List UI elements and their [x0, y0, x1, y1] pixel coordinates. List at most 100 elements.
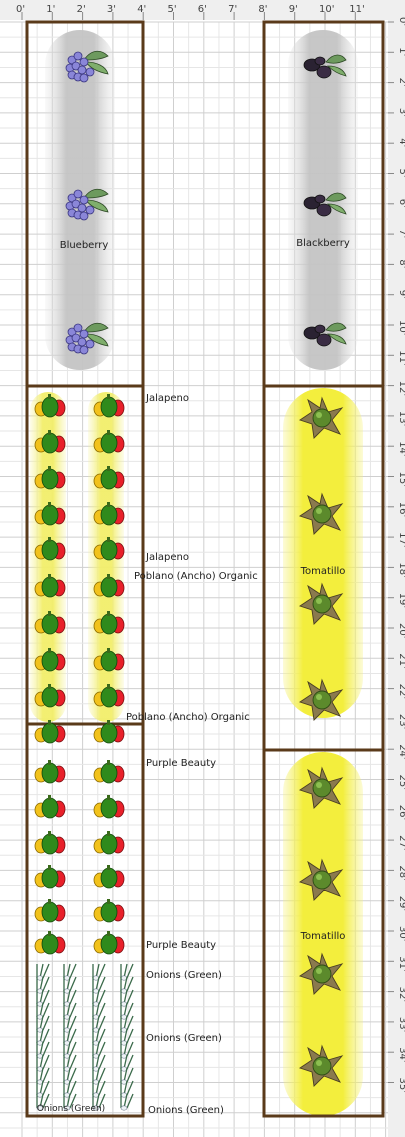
ruler-y-label: 30'	[397, 926, 405, 941]
tomatillo-label-upper: Tomatillo	[300, 566, 346, 577]
ruler-y-label: 28'	[397, 865, 405, 880]
ruler-right-bg	[388, 0, 405, 1137]
onions-label-2: Onions (Green)	[146, 1033, 222, 1044]
ruler-y-label: 24'	[397, 744, 405, 759]
ruler-y-label: 6'	[397, 199, 405, 208]
ruler-y-label: 26'	[397, 805, 405, 820]
onions-label-1: Onions (Green)	[146, 970, 222, 981]
tomatillo-shade-upper	[283, 388, 363, 718]
green-onion-icon	[92, 976, 106, 994]
pepper-icon	[34, 720, 66, 744]
purple-beauty-label-bottom: Purple Beauty	[146, 940, 216, 951]
ruler-top-bg	[0, 0, 405, 20]
pepper-icon	[93, 760, 125, 784]
green-onion-icon	[63, 1015, 77, 1033]
tomatillo-icon	[298, 582, 344, 625]
green-onion-icon	[120, 1067, 134, 1085]
green-onion-icon	[36, 1002, 50, 1020]
green-onion-icon	[120, 976, 134, 994]
ruler-y-label: 1'	[397, 47, 405, 56]
tomatillo-label-lower: Tomatillo	[300, 931, 346, 942]
pepper-icon	[34, 502, 66, 526]
pepper-icon	[93, 574, 125, 598]
pepper-icon	[34, 430, 66, 454]
ruler-y-label: 17'	[397, 532, 405, 547]
green-onion-icon	[63, 1093, 77, 1111]
ruler-x-label: 4'	[137, 4, 146, 15]
blackberry-icon	[303, 322, 347, 347]
blueberry-icon	[65, 322, 109, 355]
green-onion-icon	[92, 1093, 106, 1111]
green-onion-icon	[63, 1067, 77, 1085]
pepper-icon	[93, 899, 125, 923]
ruler-x-label: 3'	[107, 4, 116, 15]
ruler-y-label: 20'	[397, 623, 405, 638]
ruler-x-label: 8'	[258, 4, 267, 15]
green-onion-icon	[63, 989, 77, 1007]
ruler-y-label: 11'	[397, 350, 405, 365]
onions-overlay-label: Onions (Green)	[37, 1104, 105, 1114]
ruler-y-label: 5'	[397, 169, 405, 178]
pepper-icon	[93, 648, 125, 672]
pepper-icon	[93, 931, 125, 955]
pepper-icon	[34, 466, 66, 490]
blackberry-label: Blackberry	[296, 238, 350, 249]
ruler-x-label: 5'	[168, 4, 177, 15]
pepper-icon	[34, 611, 66, 635]
green-onion-icon	[92, 1015, 106, 1033]
pepper-icon	[93, 831, 125, 855]
tomatillo-icon	[298, 396, 344, 439]
ruler-y-label: 0'	[397, 17, 405, 26]
ruler-y-label: 10'	[397, 320, 405, 335]
pepper-icon	[93, 720, 125, 744]
tomatillo-shade-lower	[283, 752, 363, 1116]
blueberry-label: Blueberry	[60, 240, 109, 251]
green-onion-icon	[120, 1080, 134, 1098]
tomatillo-icon	[298, 952, 344, 995]
tomatillo-icon	[298, 678, 344, 721]
pepper-icon	[34, 831, 66, 855]
ruler-y-label: 14'	[397, 441, 405, 456]
pepper-icon	[34, 648, 66, 672]
pepper-icon	[93, 795, 125, 819]
purple-beauty-label-top: Purple Beauty	[146, 758, 216, 769]
green-onion-icon	[36, 1041, 50, 1059]
ruler-x-label: 9'	[289, 4, 298, 15]
ruler-y-label: 27'	[397, 835, 405, 850]
ruler-x-label: 7'	[228, 4, 237, 15]
green-onion-icon	[36, 1093, 50, 1111]
blackberry-icon	[303, 192, 347, 217]
ruler-x-label: 6'	[198, 4, 207, 15]
tomatillo-icon	[298, 492, 344, 535]
ruler-x-label: 10'	[319, 4, 334, 15]
ruler-y-label: 3'	[397, 108, 405, 117]
ruler-y-label: 4'	[397, 138, 405, 147]
green-onion-icon	[120, 989, 134, 1007]
green-onion-icon	[36, 1080, 50, 1098]
ruler-right: 0' 1' 2' 3' 4' 5' 6' 7' 8' 9' 10' 11' 12' 13' 14' 15' 16…	[388, 0, 405, 1137]
tomatillo-icon	[298, 1044, 344, 1087]
green-onion-icon	[120, 963, 134, 981]
green-onion-icon	[120, 1054, 134, 1072]
ruler-y-label: 32'	[397, 987, 405, 1002]
poblano-label-bottom: Poblano (Ancho) Organic	[126, 712, 250, 723]
ruler-y-label: 15'	[397, 472, 405, 487]
tomatillo-icon	[298, 766, 344, 809]
ruler-y-label: 31'	[397, 956, 405, 971]
green-onion-icon	[120, 1093, 134, 1111]
ruler-y-label: 13'	[397, 411, 405, 426]
plant-icons	[34, 50, 347, 1111]
pepper-icon	[93, 865, 125, 889]
pepper-icon	[34, 865, 66, 889]
blueberry-icon	[65, 50, 109, 83]
blueberry-icon	[65, 188, 109, 221]
jalapeno-label-bottom: Jalapeno	[145, 552, 189, 563]
bed-tomatillo-lower[interactable]	[262, 748, 385, 1118]
bed-peppers-onions[interactable]	[25, 722, 145, 1118]
ruler-x-label: 2'	[77, 4, 86, 15]
pepper-icon	[34, 760, 66, 784]
ruler-top: 0' 1' 2' 3' 4' 5' 6' 7' 8' 9' 10' 11'	[0, 0, 405, 20]
ruler-y-label: 35'	[397, 1078, 405, 1093]
ruler-x-label: 0'	[16, 4, 25, 15]
